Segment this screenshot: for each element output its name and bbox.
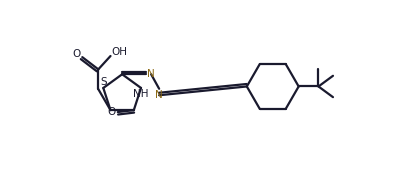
Text: O: O: [108, 107, 116, 117]
Text: S: S: [100, 77, 107, 87]
Text: OH: OH: [111, 47, 127, 57]
Text: N: N: [155, 90, 163, 100]
Text: NH: NH: [133, 89, 149, 99]
Text: O: O: [72, 49, 80, 59]
Text: N: N: [147, 69, 154, 79]
